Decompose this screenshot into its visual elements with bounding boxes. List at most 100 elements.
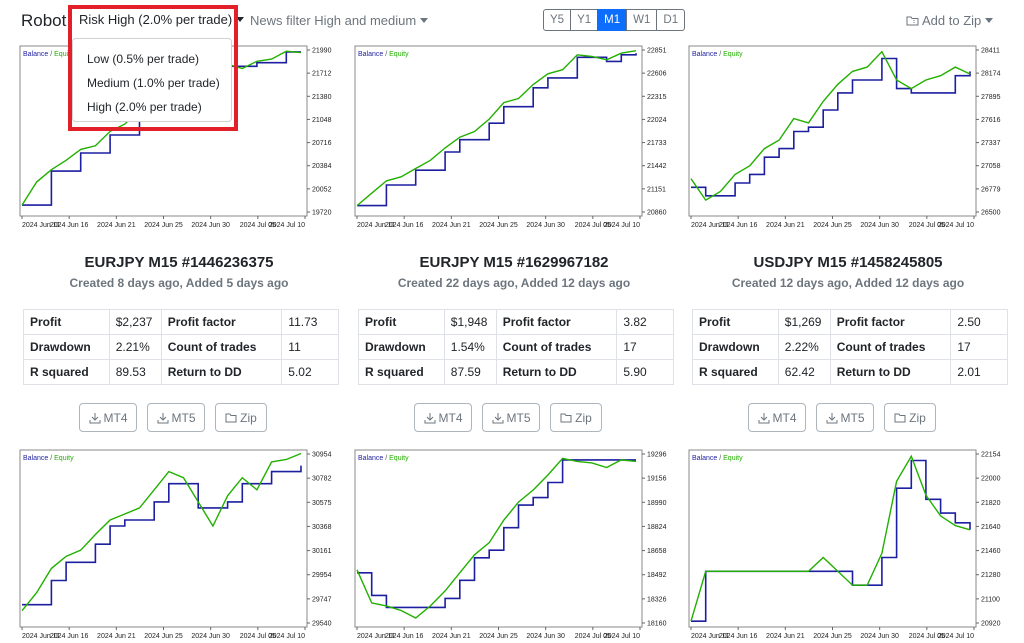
- stat-label: R squared: [358, 359, 445, 385]
- plot-area: [354, 449, 643, 628]
- stat-value: 11.73: [281, 309, 339, 335]
- news-filter-dropdown-toggle[interactable]: News filter High and medium: [250, 13, 429, 28]
- y-tick-label: 22851: [647, 48, 667, 55]
- period-y1-button[interactable]: Y1: [570, 9, 599, 31]
- balance-equity-chart: Balance / Equity 22154 22000 21820 21640 2146…: [688, 449, 1001, 640]
- y-tick-label: 18326: [647, 596, 667, 603]
- risk-dropdown-toggle[interactable]: Risk High (2.0% per trade): [71, 6, 252, 36]
- x-tick-label: 2024 Jul 10: [269, 222, 305, 229]
- risk-option-low[interactable]: Low (0.5% per trade): [87, 52, 200, 66]
- risk-option-high[interactable]: High (2.0% per trade): [87, 100, 202, 114]
- stat-label: Return to DD: [160, 359, 283, 385]
- table-row: Profit $2,237 Profit factor 11.73: [23, 309, 339, 335]
- caret-down-icon: [985, 18, 994, 23]
- stat-label: Drawdown: [23, 334, 110, 360]
- table-row: R squared 87.59 Return to DD 5.90: [358, 359, 674, 385]
- stat-label: Drawdown: [358, 334, 445, 360]
- add-zip-button[interactable]: Zip: [884, 403, 936, 432]
- legend: Balance / Equity: [358, 51, 409, 58]
- y-tick-label: 21100: [981, 596, 1000, 603]
- x-tick-label: 2024 Jul 05: [909, 222, 945, 229]
- robot-created: Created 8 days ago, Added 5 days ago: [69, 276, 289, 290]
- caret-down-icon: [236, 17, 245, 22]
- period-w1-button[interactable]: W1: [626, 9, 658, 31]
- y-tick-label: 21460: [981, 548, 1001, 555]
- add-zip-button[interactable]: Zip: [550, 403, 602, 432]
- stat-value: 2.01: [950, 359, 1008, 385]
- y-tick-label: 27616: [981, 117, 1001, 124]
- legend-separator: /: [48, 51, 54, 58]
- equity-series-line: [690, 50, 971, 202]
- balance-series-line: [357, 53, 637, 207]
- risk-option-medium[interactable]: Medium (1.0% per trade): [87, 76, 220, 90]
- stat-value: $1,948: [443, 309, 497, 335]
- zip-label: Zip: [240, 410, 257, 425]
- x-tick-label: 2024 Jun 30: [191, 633, 230, 640]
- x-tick-label: 2024 Jun 16: [719, 222, 758, 229]
- stat-label: Profit factor: [495, 309, 618, 335]
- y-tick-label: 21990: [312, 48, 332, 55]
- legend: Balance / Equity: [692, 455, 743, 462]
- stat-label: Return to DD: [829, 359, 952, 385]
- table-row: Profit $1,269 Profit factor 2.50: [692, 309, 1008, 335]
- stat-label: Count of trades: [495, 334, 618, 360]
- add-zip-button[interactable]: Zip: [215, 403, 267, 432]
- stat-value: 89.53: [108, 359, 162, 385]
- legend-balance: Balance: [692, 455, 717, 462]
- y-tick-label: 18990: [647, 500, 667, 507]
- table-row: R squared 89.53 Return to DD 5.02: [23, 359, 339, 385]
- add-to-zip-dropdown[interactable]: Add to Zip: [906, 13, 994, 28]
- chart-panel: Balance / Equity 22851 22606 22315 22024 2173…: [354, 45, 674, 230]
- legend: Balance / Equity: [23, 51, 74, 58]
- x-tick-label: 2024 Jul 10: [604, 222, 640, 229]
- table-row: Drawdown 2.22% Count of trades 17: [692, 334, 1008, 360]
- mt4-label: MT4: [103, 410, 128, 425]
- download-icon: [89, 412, 100, 423]
- x-tick-label: 2024 Jun 25: [813, 633, 852, 640]
- y-tick-label: 30368: [312, 524, 332, 531]
- x-tick-label: 2024 Jun 30: [860, 633, 899, 640]
- y-tick-label: 28174: [981, 71, 1001, 78]
- y-tick-label: 27058: [981, 163, 1001, 170]
- robot-title: EURJPY M15 #1629967182: [419, 254, 609, 271]
- legend-balance: Balance: [358, 455, 383, 462]
- period-m1-button[interactable]: M1: [597, 9, 628, 31]
- y-tick-label: 20860: [647, 210, 667, 217]
- x-tick-label: 2024 Jun 16: [385, 222, 424, 229]
- x-tick-label: 2024 Jun 16: [719, 633, 758, 640]
- download-icon: [758, 412, 769, 423]
- legend-separator: /: [717, 51, 723, 58]
- y-tick-label: 30161: [312, 548, 332, 555]
- balance-series-line: [22, 465, 302, 606]
- download-mt4-button[interactable]: MT4: [748, 403, 806, 432]
- period-y5-button[interactable]: Y5: [543, 9, 572, 31]
- download-mt5-button[interactable]: MT5: [816, 403, 874, 432]
- y-tick-label: 19156: [647, 476, 667, 483]
- stat-label: Profit: [692, 309, 779, 335]
- download-icon: [826, 412, 837, 423]
- legend: Balance / Equity: [692, 51, 743, 58]
- y-tick-label: 18160: [647, 621, 667, 628]
- equity-series-line: [21, 452, 302, 612]
- download-mt5-button[interactable]: MT5: [147, 403, 205, 432]
- folder-zip-icon: [906, 16, 919, 26]
- table-row: Profit $1,948 Profit factor 3.82: [358, 309, 674, 335]
- chart-panel: Balance / Equity 28411 28174 27895 27616 2733…: [688, 45, 1008, 230]
- robot-created: Created 12 days ago, Added 12 days ago: [731, 276, 965, 290]
- robot-card: Balance / Equity 19296 19156 18990 18824 1865…: [354, 449, 674, 641]
- x-tick-label: 2024 Jun 11: [357, 633, 395, 640]
- balance-equity-chart: Balance / Equity 22851 22606 22315 22024 2173…: [354, 45, 667, 229]
- y-tick-label: 20384: [312, 163, 332, 170]
- period-d1-button[interactable]: D1: [656, 9, 686, 31]
- y-tick-label: 30782: [312, 476, 332, 483]
- download-mt4-button[interactable]: MT4: [79, 403, 137, 432]
- download-icon: [157, 412, 168, 423]
- x-tick-label: 2024 Jun 21: [432, 633, 471, 640]
- download-mt4-button[interactable]: MT4: [414, 403, 472, 432]
- y-tick-label: 30954: [312, 452, 332, 459]
- table-row: Drawdown 2.21% Count of trades 11: [23, 334, 339, 360]
- x-tick-label: 2024 Jun 30: [191, 222, 230, 229]
- x-tick-label: 2024 Jun 21: [97, 633, 136, 640]
- download-mt5-button[interactable]: MT5: [482, 403, 540, 432]
- legend-equity: Equity: [389, 455, 409, 462]
